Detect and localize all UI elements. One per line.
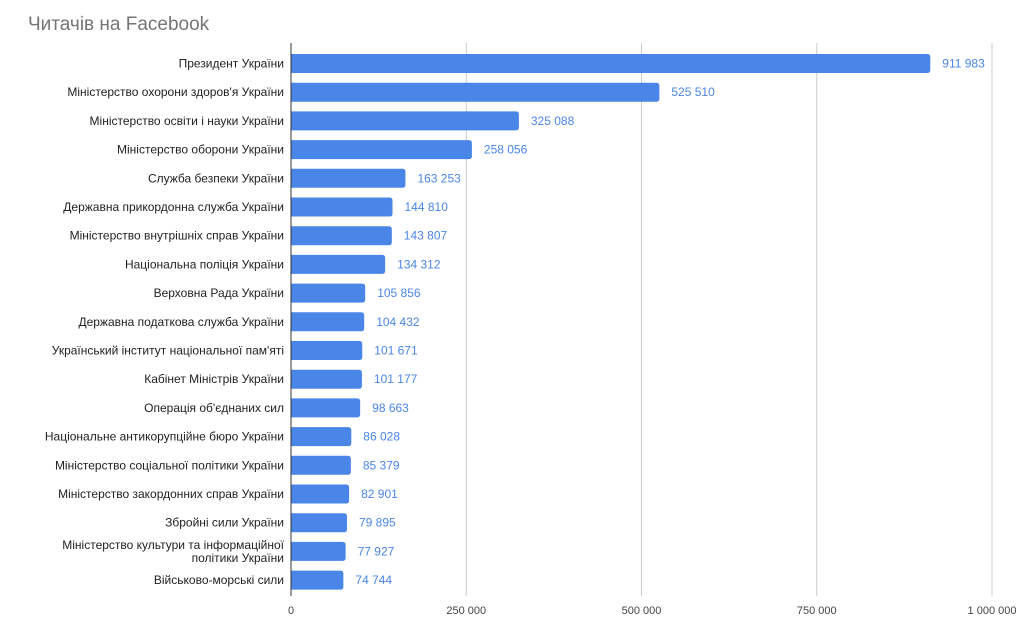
category-label: Міністерство закордонних справ України — [58, 487, 284, 501]
bar — [291, 111, 519, 131]
bar — [291, 427, 352, 447]
category-label: Міністерство освіти і науки України — [90, 114, 284, 128]
value-label: 98 663 — [372, 401, 409, 415]
category-label: Український інститут національної пам'ят… — [52, 344, 284, 358]
category-label: Міністерство охорони здоров'я України — [67, 85, 284, 99]
value-label: 85 379 — [363, 458, 400, 472]
category-label: Операція об'єднаних сил — [144, 401, 284, 415]
bar — [291, 82, 660, 102]
category-label: Національне антикорупційне бюро України — [45, 430, 284, 444]
category-label: Служба безпеки України — [148, 171, 284, 185]
category-label: Міністерство оборони України — [117, 143, 284, 157]
bar — [291, 54, 931, 73]
category-label: Державна прикордонна служба України — [63, 200, 284, 214]
x-tick-label: 750 000 — [797, 605, 837, 617]
bar — [291, 140, 472, 160]
value-label: 74 744 — [355, 573, 392, 587]
category-label: Збройні сили України — [165, 516, 284, 530]
bar — [291, 369, 362, 389]
value-label: 525 510 — [671, 85, 715, 99]
category-label: Міністерство соціальної політики України — [55, 458, 284, 472]
bar — [291, 254, 386, 274]
bar — [291, 398, 361, 418]
value-label: 79 895 — [359, 516, 396, 530]
value-label: 134 312 — [397, 257, 441, 271]
bar — [291, 484, 350, 504]
value-label: 104 432 — [376, 315, 420, 329]
bar — [291, 541, 346, 561]
value-label: 258 056 — [484, 143, 528, 157]
bar — [291, 283, 366, 303]
bar — [291, 168, 406, 188]
category-label: Національна поліція України — [125, 257, 284, 271]
category-label: Державна податкова служба України — [78, 315, 284, 329]
value-label: 144 810 — [405, 200, 449, 214]
bar — [291, 226, 392, 246]
category-label: Міністерство культури та інформаційної по… — [62, 538, 284, 565]
value-label: 325 088 — [531, 114, 575, 128]
x-tick-label: 0 — [288, 605, 294, 617]
bar — [291, 197, 393, 217]
x-tick-label: 250 000 — [446, 605, 486, 617]
x-tick-label: 1 000 000 — [968, 605, 1017, 617]
category-label: Кабінет Міністрів України — [144, 372, 284, 386]
value-label: 82 901 — [361, 487, 398, 501]
category-label: Верховна Рада України — [154, 286, 284, 300]
bar — [291, 513, 348, 533]
chart-title: Читачів на Facebook — [28, 14, 210, 35]
bar — [291, 455, 351, 475]
category-label: Міністерство внутрішніх справ України — [70, 229, 284, 243]
bar — [291, 341, 363, 360]
value-label: 101 671 — [374, 344, 418, 358]
value-label: 77 927 — [358, 544, 395, 558]
x-tick-label: 500 000 — [622, 605, 662, 617]
category-label: Президент України — [179, 57, 284, 71]
bar — [291, 570, 344, 590]
value-label: 101 177 — [374, 372, 418, 386]
value-label: 911 983 — [942, 57, 985, 71]
category-label: Військово-морські сили — [154, 573, 284, 587]
value-label: 105 856 — [377, 286, 421, 300]
value-label: 143 807 — [404, 229, 448, 243]
bar — [291, 312, 365, 332]
value-label: 163 253 — [417, 171, 461, 185]
value-label: 86 028 — [363, 430, 400, 444]
